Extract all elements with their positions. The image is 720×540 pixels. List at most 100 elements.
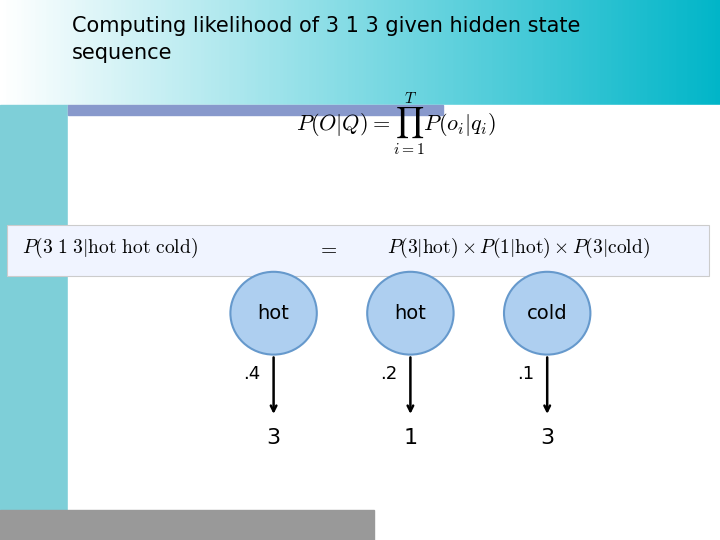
Bar bbox=[367, 0, 371, 105]
Bar bbox=[230, 0, 234, 105]
Text: cold: cold bbox=[527, 303, 567, 323]
Bar bbox=[684, 0, 688, 105]
Bar bbox=[302, 0, 306, 105]
Text: $P(3|\mathrm{hot}) \times P(1|\mathrm{hot}) \times P(3|\mathrm{cold})$: $P(3|\mathrm{hot}) \times P(1|\mathrm{ho… bbox=[387, 237, 650, 260]
Bar bbox=[446, 0, 450, 105]
Bar bbox=[374, 0, 378, 105]
Bar bbox=[432, 0, 436, 105]
Bar bbox=[151, 0, 155, 105]
Bar bbox=[493, 0, 497, 105]
Bar bbox=[292, 0, 295, 105]
Bar bbox=[335, 0, 338, 105]
Bar bbox=[65, 0, 68, 105]
Bar bbox=[115, 0, 119, 105]
Bar bbox=[61, 0, 65, 105]
Bar bbox=[698, 0, 702, 105]
Bar bbox=[263, 0, 266, 105]
Bar bbox=[18, 0, 22, 105]
Bar bbox=[551, 0, 554, 105]
Bar bbox=[112, 0, 115, 105]
Text: hot: hot bbox=[258, 303, 289, 323]
Bar bbox=[418, 0, 421, 105]
Bar bbox=[612, 0, 616, 105]
Bar bbox=[68, 0, 72, 105]
Bar bbox=[439, 0, 443, 105]
Text: Computing likelihood of 3 1 3 given hidden state
sequence: Computing likelihood of 3 1 3 given hidd… bbox=[72, 16, 580, 63]
Bar bbox=[101, 0, 104, 105]
Bar bbox=[342, 0, 346, 105]
Bar bbox=[194, 0, 198, 105]
Bar bbox=[68, 105, 720, 510]
Bar bbox=[320, 0, 324, 105]
Bar bbox=[198, 0, 202, 105]
Bar bbox=[623, 0, 626, 105]
Bar bbox=[122, 0, 126, 105]
Bar bbox=[259, 0, 263, 105]
Bar bbox=[554, 0, 558, 105]
Bar bbox=[187, 0, 191, 105]
Bar bbox=[205, 0, 209, 105]
Bar bbox=[68, 105, 443, 115]
Bar bbox=[169, 0, 173, 105]
Bar bbox=[706, 0, 709, 105]
Bar bbox=[238, 0, 241, 105]
Bar bbox=[576, 0, 580, 105]
Text: hot: hot bbox=[395, 303, 426, 323]
Bar bbox=[605, 0, 608, 105]
Bar bbox=[385, 0, 389, 105]
Bar bbox=[353, 0, 356, 105]
Bar bbox=[148, 0, 151, 105]
Bar bbox=[184, 0, 187, 105]
Bar bbox=[155, 0, 158, 105]
Text: $P(O|Q) = \prod_{i=1}^{T} P(o_i|q_i)$: $P(O|Q) = \prod_{i=1}^{T} P(o_i|q_i)$ bbox=[296, 91, 496, 158]
Bar bbox=[436, 0, 439, 105]
Bar bbox=[464, 0, 468, 105]
Ellipse shape bbox=[367, 272, 454, 355]
Bar bbox=[378, 0, 382, 105]
Bar bbox=[598, 0, 601, 105]
Bar bbox=[396, 0, 400, 105]
Bar bbox=[356, 0, 360, 105]
Bar bbox=[680, 0, 684, 105]
Bar bbox=[331, 0, 335, 105]
Bar bbox=[673, 0, 677, 105]
Bar bbox=[508, 0, 511, 105]
Bar bbox=[641, 0, 644, 105]
Text: $P(3\ 1\ 3|\mathrm{hot\ hot\ cold})$: $P(3\ 1\ 3|\mathrm{hot\ hot\ cold})$ bbox=[22, 237, 197, 260]
Bar bbox=[572, 0, 576, 105]
Bar bbox=[216, 0, 220, 105]
Bar bbox=[310, 0, 313, 105]
Bar bbox=[695, 0, 698, 105]
Bar bbox=[475, 0, 479, 105]
Bar bbox=[270, 0, 274, 105]
Bar bbox=[389, 0, 392, 105]
Bar bbox=[284, 0, 288, 105]
Bar bbox=[43, 0, 47, 105]
Bar bbox=[295, 0, 299, 105]
Bar bbox=[166, 0, 169, 105]
Bar bbox=[655, 0, 659, 105]
Bar bbox=[536, 0, 540, 105]
Bar bbox=[490, 0, 493, 105]
Bar bbox=[11, 0, 14, 105]
Bar bbox=[76, 0, 79, 105]
Bar bbox=[594, 0, 598, 105]
Bar bbox=[14, 0, 18, 105]
Bar bbox=[338, 0, 342, 105]
Bar bbox=[400, 0, 403, 105]
Bar bbox=[713, 0, 716, 105]
Text: $=$: $=$ bbox=[318, 238, 338, 259]
Bar bbox=[587, 0, 590, 105]
Bar bbox=[619, 0, 623, 105]
Bar bbox=[454, 0, 457, 105]
Bar bbox=[670, 0, 673, 105]
Bar bbox=[288, 0, 292, 105]
Bar bbox=[540, 0, 544, 105]
Bar bbox=[180, 0, 184, 105]
Bar bbox=[90, 0, 94, 105]
Bar bbox=[688, 0, 691, 105]
Bar bbox=[522, 0, 526, 105]
Bar bbox=[392, 0, 396, 105]
Text: .2: .2 bbox=[380, 366, 397, 383]
Bar bbox=[97, 0, 101, 105]
